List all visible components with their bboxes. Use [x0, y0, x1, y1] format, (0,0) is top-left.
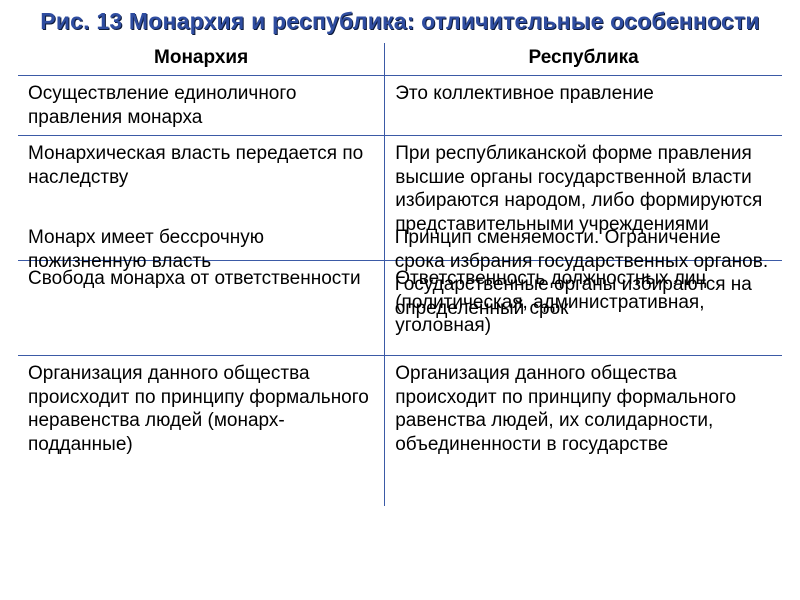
cell-monarchy: Организация данного общества происходит … [18, 356, 385, 506]
header-monarchy: Монархия [18, 43, 385, 76]
page-title: Рис. 13 Монархия и республика: отличител… [18, 8, 782, 35]
table-row: Осуществление единоличного правления мон… [18, 76, 782, 136]
header-republic: Республика [385, 43, 782, 76]
cell-monarchy: Свобода монарха от ответственности [18, 261, 385, 356]
table-header-row: Монархия Республика [18, 43, 782, 76]
cell-republic: Ответственность должностных лиц (политич… [385, 261, 782, 356]
comparison-table: Монархия Республика Осуществление единол… [18, 43, 782, 506]
cell-republic: Организация данного общества происходит … [385, 356, 782, 506]
table-row: Монархическая власть передается по насле… [18, 136, 782, 261]
table-row: Организация данного общества происходит … [18, 356, 782, 506]
cell-republic: Это коллективное правление [385, 76, 782, 136]
table-row: Свобода монарха от ответственности Ответ… [18, 261, 782, 356]
cell-monarchy: Монархическая власть передается по насле… [18, 136, 385, 261]
cell-monarchy: Осуществление единоличного правления мон… [18, 76, 385, 136]
cell-republic: При республиканской форме правления высш… [385, 136, 782, 261]
page: Рис. 13 Монархия и республика: отличител… [0, 0, 800, 600]
